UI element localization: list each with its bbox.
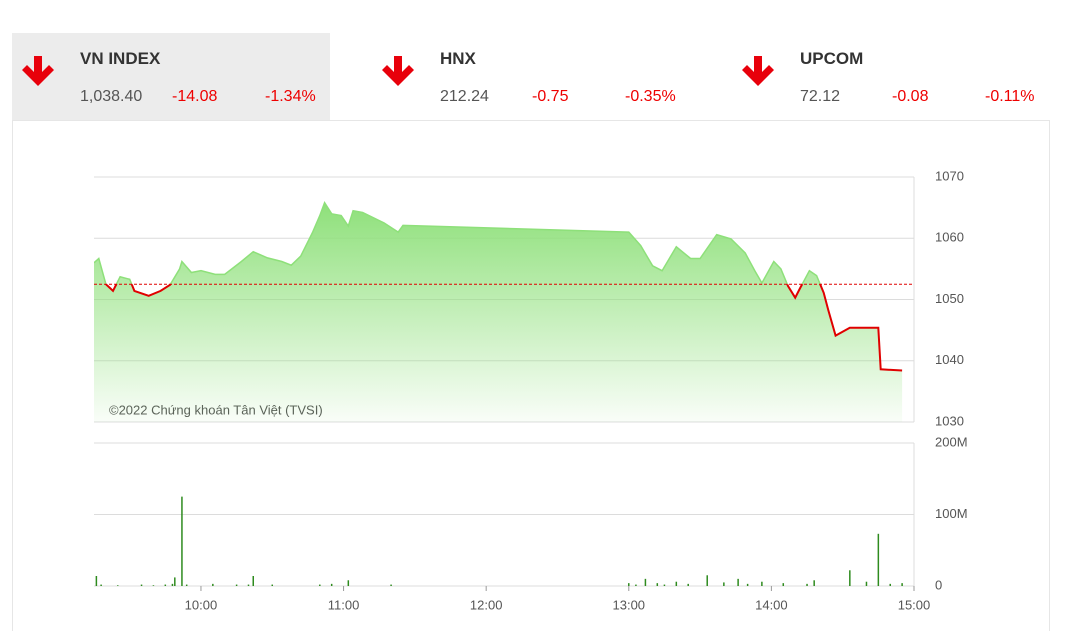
down-arrow (22, 56, 54, 86)
index-name: VN INDEX (80, 49, 161, 68)
index-percent: -0.11% (985, 88, 1035, 105)
x-tick-label: 14:00 (755, 597, 788, 612)
x-tick-label: 13:00 (613, 597, 646, 612)
y-tick-label: 1050 (935, 291, 964, 306)
index-percent: -1.34% (265, 88, 316, 105)
index-change: -14.08 (172, 88, 218, 105)
y-tick-label: 1060 (935, 230, 964, 245)
index-change: -0.75 (532, 88, 569, 105)
price-area (94, 202, 903, 422)
y-tick-label: 100M (935, 506, 968, 521)
x-tick-label: 10:00 (185, 597, 218, 612)
x-tick-label: 15:00 (898, 597, 931, 612)
x-tick-label: 11:00 (328, 597, 360, 612)
index-tab[interactable]: UPCOM 72.12 -0.08 -0.11% (732, 33, 1050, 120)
y-tick-label: 1030 (935, 413, 964, 428)
index-tab[interactable]: HNX 212.24 -0.75 -0.35% (372, 33, 690, 120)
index-value: 72.12 (800, 88, 841, 105)
y-tick-label: 1040 (935, 352, 964, 367)
index-change: -0.08 (892, 88, 929, 105)
price-line-down (104, 284, 903, 372)
y-tick-label: 1070 (935, 168, 964, 183)
down-arrow (382, 56, 414, 86)
index-name: HNX (440, 49, 476, 68)
index-name: UPCOM (800, 49, 864, 68)
y-tick-label: 200M (935, 434, 968, 449)
x-tick-label: 12:00 (470, 597, 503, 612)
index-value: 212.24 (440, 88, 489, 105)
index-value: 1,038.40 (80, 88, 143, 105)
index-percent: -0.35% (625, 88, 676, 105)
price-line-up (94, 201, 822, 285)
y-tick-label: 0 (935, 577, 942, 592)
down-arrow (742, 56, 774, 86)
index-tab[interactable]: VN INDEX 1,038.40 -14.08 -1.34% (12, 33, 330, 120)
